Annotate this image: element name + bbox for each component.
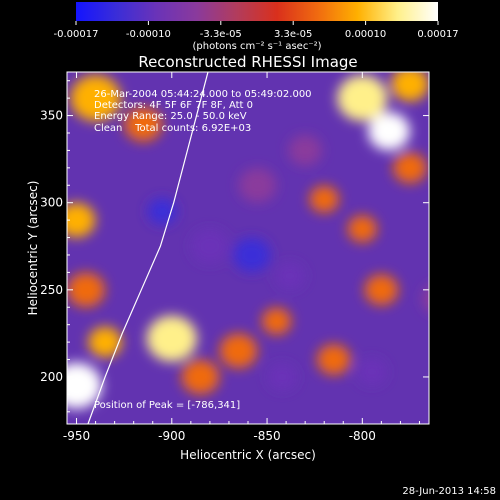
y-tick-label: 350 [40, 109, 63, 123]
negative-emission-blob [232, 237, 271, 273]
negative-emission-blob [275, 262, 305, 290]
x-axis-label: Heliocentric X (arcsec) [180, 448, 316, 462]
colorbar-tick-label: 3.3e-05 [274, 29, 312, 40]
positive-emission-blob [391, 72, 429, 102]
positive-emission-blob [88, 326, 122, 358]
annotation-clean: Clean Total counts: 6.92E+03 [94, 123, 251, 134]
colorbar-ticks [75, 21, 439, 25]
colorbar-units: (photons cm⁻² s⁻¹ asec⁻²) [192, 41, 321, 52]
x-tick-label: -850 [253, 429, 280, 443]
y-tick-label: 250 [40, 283, 63, 297]
positive-emission-blob [368, 112, 410, 151]
colorbar-tick-label: -3.3e-05 [200, 29, 242, 40]
negative-emission-blob [191, 229, 229, 264]
positive-emission-blob [219, 333, 258, 369]
negative-emission-blob [267, 363, 297, 391]
annotation-detectors: Detectors: 4F 5F 6F 7F 8F, Att 0 [94, 100, 253, 111]
negative-emission-blob [357, 358, 387, 386]
y-tick-label: 300 [40, 196, 63, 210]
positive-emission-blob [67, 362, 102, 409]
annotation-peak: Position of Peak = [-786,341] [94, 400, 240, 411]
negative-emission-blob [238, 168, 277, 203]
x-tick-label: -900 [158, 429, 185, 443]
positive-emission-blob [364, 274, 399, 306]
positive-emission-blob [309, 185, 339, 213]
y-axis-label: Heliocentric Y (arcsec) [26, 181, 40, 316]
footer-date: 28-Jun-2013 14:58 [402, 486, 496, 497]
heatmap-blobs [67, 72, 429, 409]
positive-emission-blob [70, 75, 121, 122]
positive-emission-blob [347, 215, 377, 243]
colorbar-tick-label: -0.00010 [126, 29, 171, 40]
positive-emission-blob [124, 107, 163, 142]
annotation-time-range: 26-Mar-2004 05:44:24.000 to 05:49:02.000 [94, 89, 312, 100]
colorbar-tick-label: 0.00010 [345, 29, 386, 40]
annotation-energy: Energy Range: 25.0 - 50.0 keV [94, 111, 247, 122]
annotations: 26-Mar-2004 05:44:24.000 to 05:49:02.000… [94, 89, 312, 411]
positive-emission-blob [337, 75, 388, 122]
x-axis: -950 -900 -850 -800 [63, 72, 420, 443]
positive-emission-blob [67, 272, 105, 308]
colorbar-tick-label: -0.00017 [54, 29, 99, 40]
chart-title: Reconstructed RHESSI Image [138, 53, 357, 71]
positive-emission-blob [316, 344, 351, 375]
y-tick-label: 200 [40, 370, 63, 384]
colorbar: -0.00017 -0.00010 -3.3e-05 3.3e-05 0.00010 0.… [54, 2, 459, 52]
positive-emission-blob [181, 359, 220, 395]
negative-emission-blob [288, 135, 322, 166]
positive-emission-blob [146, 315, 197, 362]
colorbar-tick-labels: -0.00017 -0.00010 -3.3e-05 3.3e-05 0.00010 0.… [54, 29, 459, 40]
solar-limb-curve [87, 72, 209, 424]
positive-emission-blob [393, 152, 427, 184]
positive-emission-blob [67, 202, 96, 238]
x-tick-label: -950 [63, 429, 90, 443]
negative-emission-blob [147, 197, 177, 225]
colorbar-gradient [76, 2, 438, 21]
negative-emission-blob [421, 285, 429, 312]
y-axis: 200 250 300 350 [40, 80, 429, 413]
colorbar-tick-label: 0.00017 [417, 29, 458, 40]
x-tick-label: -800 [349, 429, 376, 443]
plot-area [66, 71, 430, 425]
positive-emission-blob [261, 307, 292, 335]
